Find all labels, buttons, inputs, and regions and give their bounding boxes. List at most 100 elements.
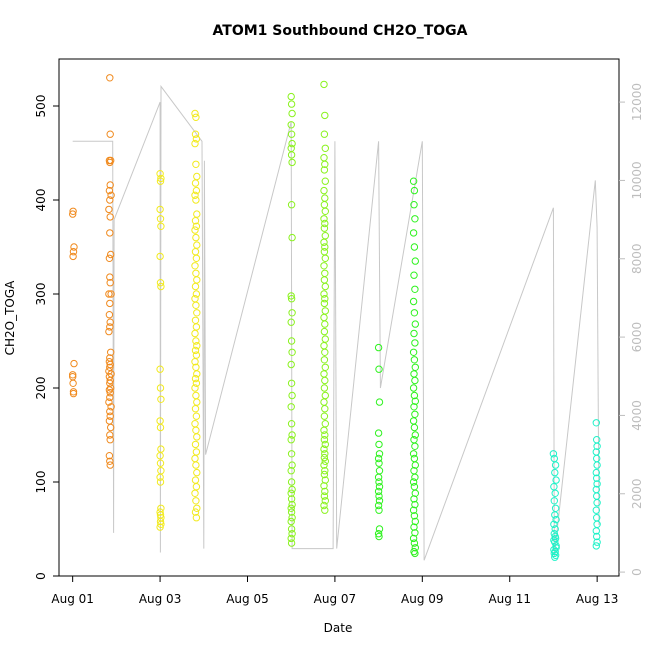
data-point (107, 403, 115, 411)
data-point (288, 233, 296, 242)
data-point (288, 530, 296, 538)
data-point (411, 339, 419, 347)
data-point (106, 412, 114, 420)
x-tick-label: Aug 03 (139, 592, 182, 606)
data-point (156, 517, 165, 526)
data-point (321, 363, 329, 371)
data-point (321, 194, 329, 202)
data-point (320, 299, 329, 308)
data-point (287, 478, 296, 486)
data-point (192, 426, 200, 434)
y-axis-title: CH2O_TOGA (3, 280, 17, 356)
data-point (409, 450, 418, 458)
data-point (287, 337, 296, 345)
data-point (191, 454, 199, 463)
data-point (411, 489, 419, 497)
data-point (157, 222, 165, 231)
data-point (410, 539, 419, 547)
data-point (287, 489, 295, 497)
data-point (106, 323, 114, 331)
data-point (193, 370, 201, 378)
data-point (321, 269, 329, 277)
right-y-axis: 0 2000 4000 6000 8000 10000 12000 (619, 83, 644, 576)
data-point (409, 348, 418, 356)
data-point (320, 130, 329, 138)
data-point (156, 473, 164, 481)
data-point (193, 241, 201, 249)
data-point (287, 121, 295, 129)
data-point (411, 397, 419, 405)
data-point (106, 213, 114, 221)
data-point (287, 495, 296, 503)
data-point (69, 389, 78, 398)
data-point (410, 391, 419, 400)
data-point (321, 497, 329, 505)
data-point (287, 130, 296, 138)
data-point (106, 376, 114, 385)
data-point (552, 544, 560, 552)
data-point (321, 376, 329, 385)
data-point (375, 365, 383, 373)
data-point (409, 506, 418, 514)
data-point (106, 431, 114, 439)
data-point (157, 174, 165, 183)
data-point (411, 431, 419, 439)
data-point (410, 329, 418, 338)
data-point (409, 384, 418, 392)
data-point (593, 480, 601, 488)
data-point (551, 461, 560, 469)
data-point (193, 342, 201, 350)
data-point (106, 229, 114, 237)
data-point (106, 318, 114, 326)
data-point (106, 393, 114, 402)
data-point (191, 346, 200, 355)
data-point (288, 391, 296, 400)
data-point (321, 405, 329, 413)
y-tick-label: 100 (34, 471, 48, 494)
data-point (320, 370, 328, 378)
data-point (287, 467, 295, 475)
data-point (409, 297, 418, 306)
data-point (320, 436, 329, 444)
data-point (192, 233, 200, 242)
data-point (191, 226, 199, 234)
data-point (105, 205, 113, 214)
data-point (288, 309, 296, 317)
data-point (551, 532, 559, 541)
x-axis-title: Date (324, 621, 353, 635)
data-point (410, 243, 419, 251)
data-point (192, 222, 201, 231)
data-point (409, 478, 418, 486)
data-point (191, 109, 199, 118)
data-point (374, 530, 383, 538)
data-point (374, 501, 383, 510)
data-point (320, 186, 328, 195)
data-point (411, 320, 419, 328)
data-point (551, 525, 559, 533)
data-point (321, 111, 329, 120)
data-point (69, 379, 77, 387)
data-point (410, 403, 418, 411)
data-point (106, 130, 114, 138)
y-tick-label: 0 (34, 572, 48, 580)
data-point (320, 470, 329, 479)
data-point (375, 450, 384, 458)
y-tick-label: 400 (34, 189, 48, 212)
data-point (320, 327, 329, 336)
data-point (156, 523, 164, 531)
data-point (192, 269, 200, 277)
data-point (69, 252, 77, 261)
data-point (411, 376, 419, 385)
data-point (192, 254, 201, 262)
data-point (70, 243, 78, 251)
data-point (193, 398, 201, 406)
data-point (287, 420, 296, 428)
data-point (191, 139, 199, 148)
data-point (106, 389, 114, 397)
y-axis: 0 100 200 300 400 500 (34, 95, 59, 580)
data-point (191, 508, 200, 516)
data-point (593, 461, 601, 469)
data-point (191, 179, 200, 187)
data-point (374, 454, 383, 463)
data-point (191, 489, 199, 497)
